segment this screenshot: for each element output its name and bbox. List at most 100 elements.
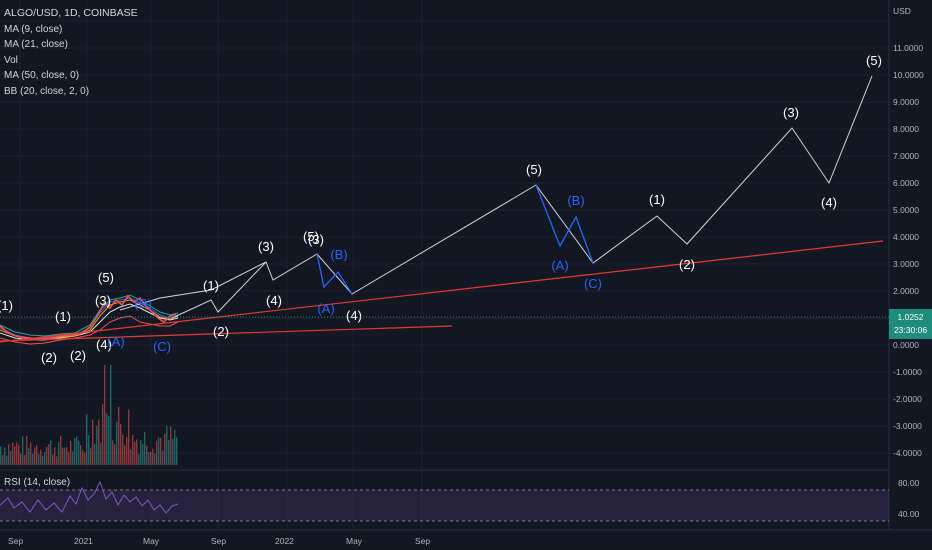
volume-bar	[46, 446, 48, 465]
volume-bar	[152, 448, 154, 465]
wave-label: (4)	[821, 195, 837, 210]
volume-bar	[50, 440, 52, 465]
wave-label: (B)	[567, 193, 584, 208]
volume-bar	[40, 449, 42, 465]
wave-label: (5)	[526, 162, 542, 177]
volume-bar	[116, 421, 118, 465]
elliott-wave-subwave-white[interactable]	[119, 261, 267, 311]
bar-countdown: 23:30:06	[893, 325, 928, 335]
wave-label: (3)	[783, 105, 799, 120]
price-series	[0, 294, 179, 345]
elliott-wave-corrections-blue[interactable]	[316, 184, 594, 295]
legend-ma21[interactable]: MA (21, close)	[4, 39, 68, 50]
volume-bar	[88, 435, 90, 465]
volume-bar	[52, 454, 54, 465]
volume-bar	[174, 429, 176, 465]
price-tick: -1.0000	[893, 367, 922, 377]
wave-label: (1)	[55, 309, 71, 324]
legend-ma50[interactable]: MA (50, close, 0)	[4, 70, 80, 81]
wave-label: (A)	[107, 334, 124, 349]
volume-bar	[82, 450, 84, 465]
volume-bar	[100, 442, 102, 465]
price-tick: -2.0000	[893, 394, 922, 404]
current-price-tag: 1.0252 23:30:06	[889, 309, 932, 339]
volume-bar	[36, 445, 38, 465]
volume-bar	[94, 444, 96, 465]
volume-bar	[58, 442, 60, 465]
volume-bar	[136, 439, 138, 465]
volume-bar	[118, 406, 120, 465]
volume-bar	[74, 438, 76, 465]
price-tick: -3.0000	[893, 421, 922, 431]
volume-bar	[20, 453, 22, 465]
volume-bar	[104, 365, 106, 465]
wave-label: (A)	[551, 258, 568, 273]
volume-bar	[26, 435, 28, 465]
current-price-value: 1.0252	[897, 312, 924, 322]
rsi-legend[interactable]: RSI (14, close)	[4, 477, 71, 488]
wave-label: (1)	[0, 298, 13, 313]
price-tick: 10.0000	[893, 70, 924, 80]
symbol-title[interactable]: ALGO/USD, 1D, COINBASE	[4, 7, 138, 19]
wave-label: (A)	[317, 301, 334, 316]
wave-label: (5)	[98, 270, 114, 285]
volume-bar	[30, 442, 32, 465]
volume-bar	[122, 434, 124, 465]
volume-bar	[96, 425, 98, 465]
volume-bar	[34, 447, 36, 465]
volume-bar	[64, 447, 66, 465]
volume-bar	[22, 436, 24, 465]
volume-bar	[66, 447, 68, 465]
wave-label: (5)	[866, 53, 882, 68]
volume-bar	[114, 444, 116, 465]
wave-label: (5)	[303, 229, 319, 244]
volume-bar	[138, 454, 140, 465]
rsi-tick: 80.00	[898, 478, 920, 488]
bollinger-band-lower	[0, 315, 179, 345]
volume-bar	[2, 454, 4, 465]
trendlines[interactable]	[0, 240, 884, 343]
rsi-tick: 40.00	[898, 509, 920, 519]
volume-bar	[6, 455, 8, 465]
wave-label: (3)	[308, 232, 324, 247]
volume-bar	[16, 442, 18, 465]
wave-label: (2)	[70, 348, 86, 363]
time-tick: 2021	[74, 536, 93, 546]
volume-bar	[12, 442, 14, 465]
legend-bb[interactable]: BB (20, close, 2, 0)	[4, 85, 90, 97]
volume-bar	[28, 448, 30, 465]
volume-bar	[72, 451, 74, 465]
volume-bar	[176, 437, 178, 465]
volume-bar	[56, 456, 58, 465]
volume-bar	[164, 433, 166, 465]
volume-bar	[128, 409, 130, 465]
volume-bar	[8, 444, 10, 465]
price-tick: 6.0000	[893, 178, 919, 188]
wave-label: (4)	[266, 293, 282, 308]
legend-vol[interactable]: Vol	[4, 54, 18, 66]
wave-label: (2)	[679, 257, 695, 272]
wave-label: (3)	[95, 293, 111, 308]
time-axis[interactable]: Sep 2021 May Sep 2022 May Sep	[8, 536, 430, 546]
price-tick: 2.0000	[893, 286, 919, 296]
price-tick: 11.0000	[893, 43, 923, 53]
volume-bar	[76, 436, 78, 465]
wave-label: (C)	[153, 339, 171, 354]
price-axis-currency: USD	[893, 6, 911, 16]
grid-lines	[0, 0, 889, 530]
volume-bar	[126, 437, 128, 465]
price-tick: 5.0000	[893, 205, 919, 215]
legend-ma9[interactable]: MA (9, close)	[4, 23, 63, 35]
wave-label: (4)	[346, 308, 362, 323]
rsi-line	[0, 480, 179, 514]
price-candles	[0, 294, 177, 340]
volume-bar	[102, 404, 104, 465]
volume-bar	[160, 437, 162, 465]
elliott-wave-projection-white[interactable]	[171, 75, 873, 319]
volume-bar	[48, 443, 50, 465]
price-axis[interactable]: USD 11.0000 10.0000 9.0000 8.0000 7.0000…	[893, 6, 924, 519]
volume-bar	[98, 419, 100, 465]
volume-bar	[110, 365, 112, 465]
volume-bar	[4, 447, 6, 465]
